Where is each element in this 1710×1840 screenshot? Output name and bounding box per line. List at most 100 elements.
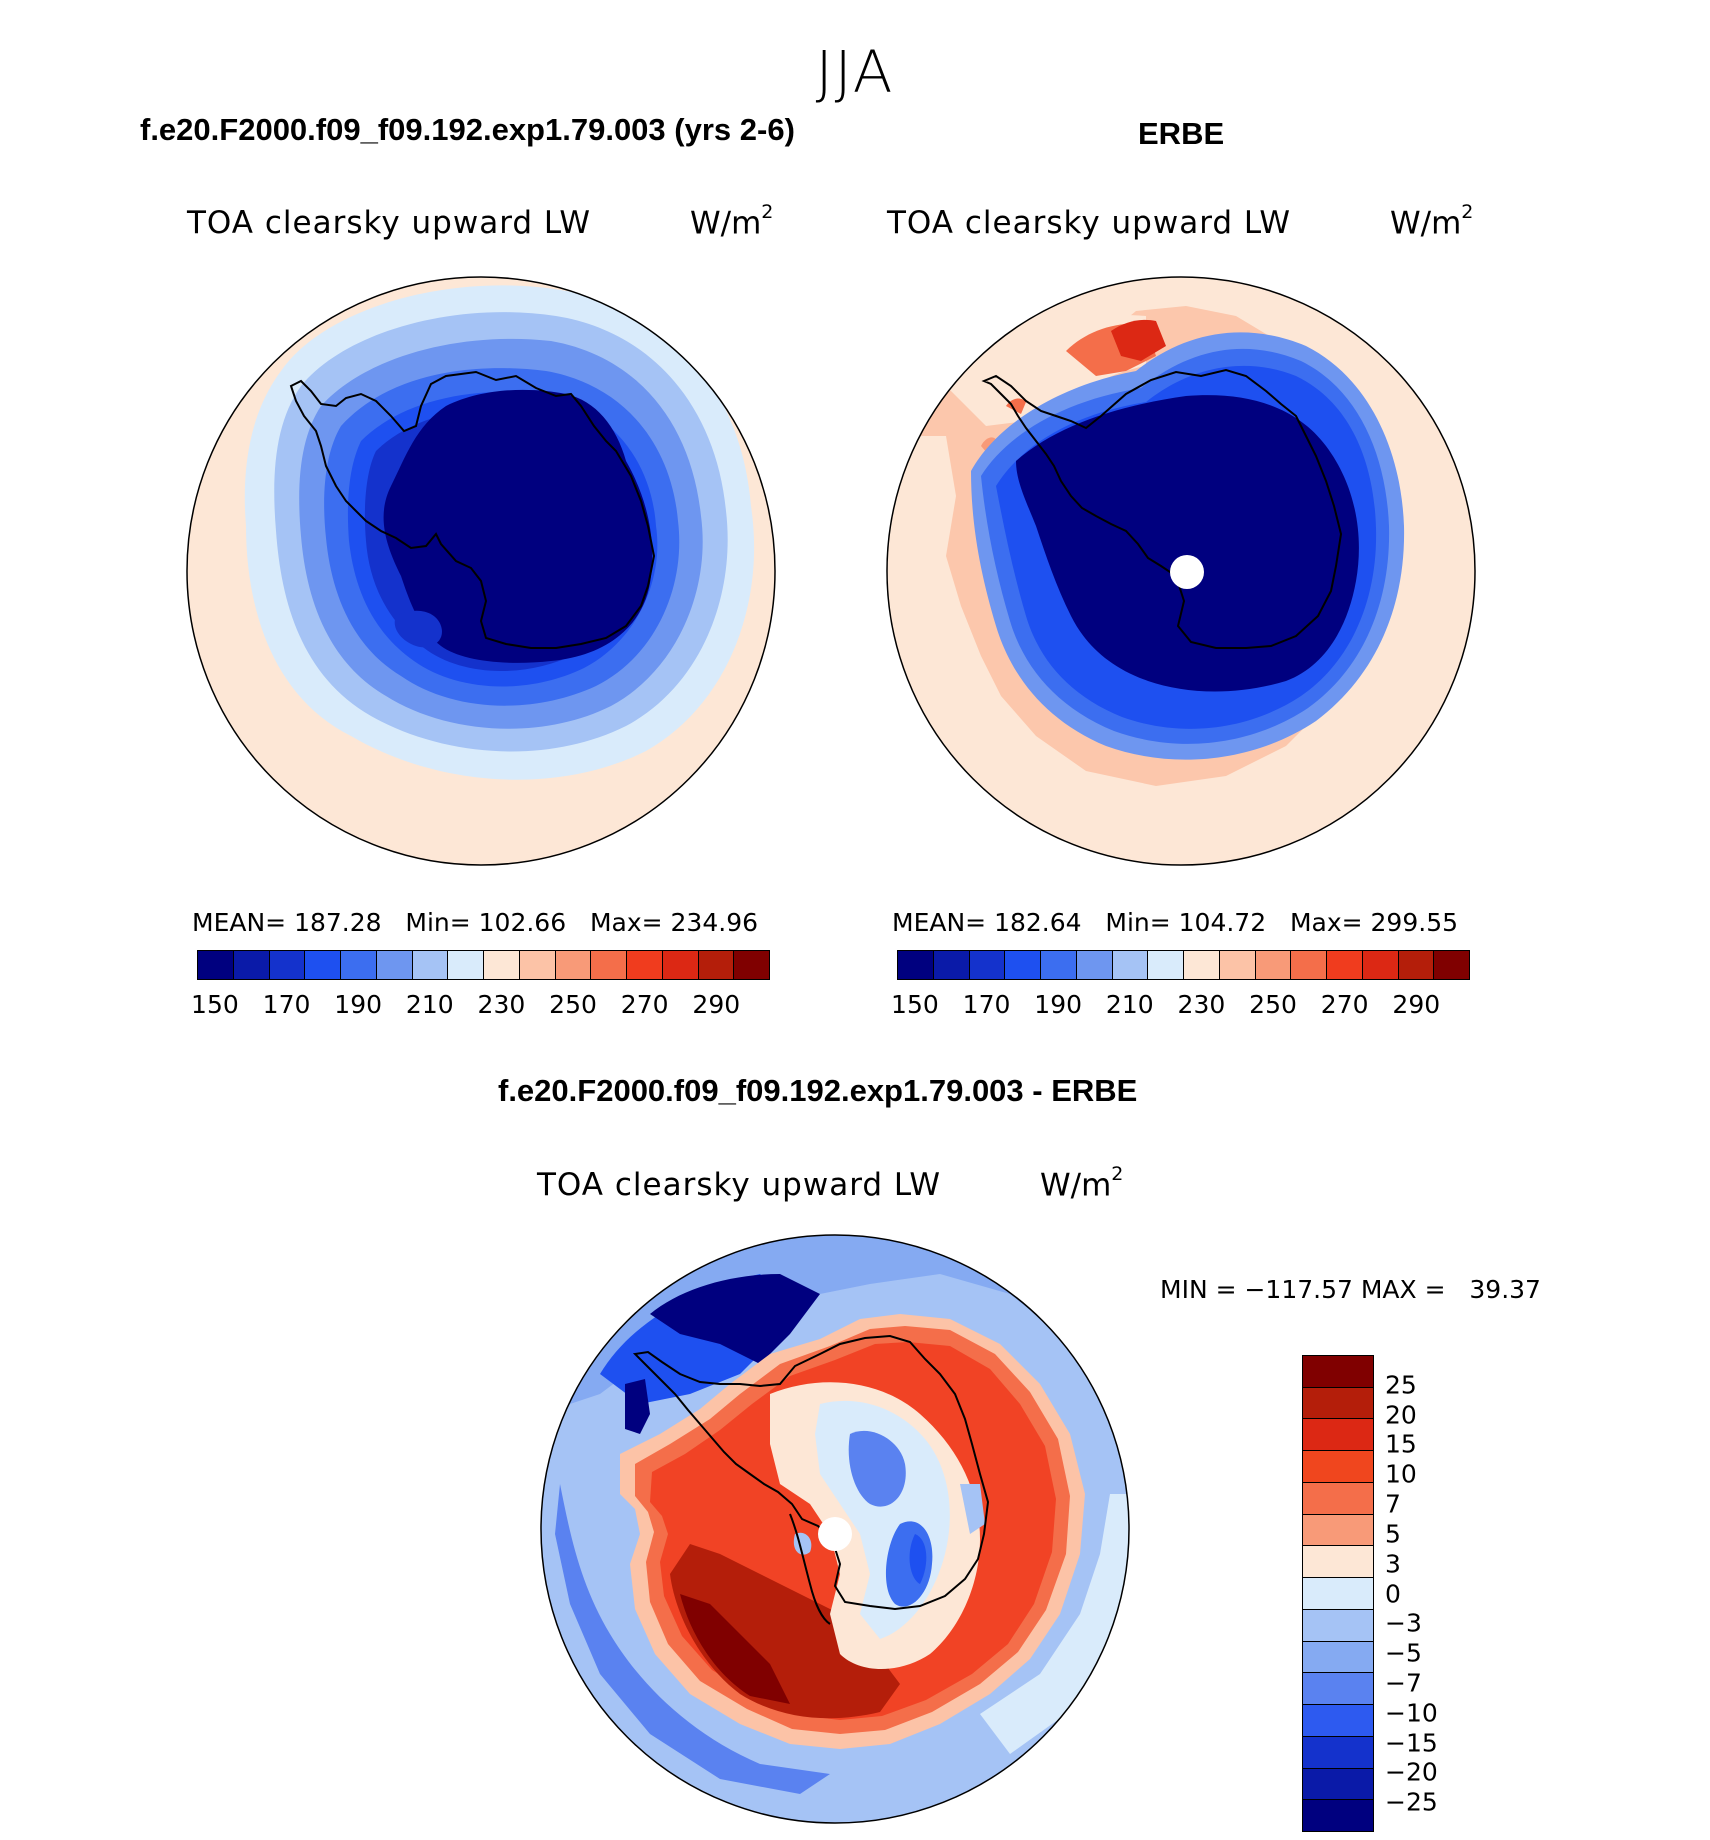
diff-colorbar-swatch (1303, 1387, 1373, 1420)
obs-colorbar-swatch (1005, 951, 1041, 979)
obs-colorbar (897, 950, 1470, 980)
model-colorbar-swatch (698, 951, 735, 979)
obs-colorbar-tick-label: 150 (891, 990, 939, 1019)
diff-colorbar-swatch (1303, 1546, 1373, 1579)
diff-colorbar-label: 15 (1385, 1429, 1417, 1459)
model-colorbar-swatch (555, 951, 592, 979)
diff-colorbar-swatch (1303, 1673, 1373, 1706)
obs-colorbar-swatch (1434, 951, 1469, 979)
diff-colorbar-swatch (1303, 1578, 1373, 1610)
diff-minmax: MIN = −117.57 MAX = 39.37 (1160, 1275, 1541, 1304)
diff-colorbar-label: −10 (1385, 1698, 1438, 1728)
diff-colorbar-swatch (1303, 1609, 1373, 1642)
model-colorbar-tick-label: 270 (620, 990, 669, 1019)
model-colorbar-tick-label: 250 (549, 990, 597, 1019)
diff-colorbar-swatch (1303, 1419, 1373, 1452)
diff-colorbar-label: −25 (1385, 1787, 1438, 1817)
obs-colorbar-swatch (933, 951, 970, 979)
obs-colorbar-swatch (1076, 951, 1113, 979)
model-colorbar-swatch (591, 951, 627, 979)
obs-colorbar-swatch (1398, 951, 1435, 979)
model-colorbar-swatch (627, 951, 663, 979)
model-colorbar-swatch (448, 951, 484, 979)
obs-colorbar-tick-label: 210 (1105, 990, 1154, 1019)
model-colorbar-tick-label: 170 (262, 990, 311, 1019)
season-title: JJA (815, 38, 895, 106)
obs-colorbar-swatch (1184, 951, 1220, 979)
diff-colorbar-swatch (1303, 1451, 1373, 1483)
diff-colorbar-label: 7 (1385, 1489, 1401, 1519)
diff-polar-map (540, 1234, 1130, 1824)
diff-units: W/m2 (1040, 1163, 1124, 1204)
diff-colorbar-swatch (1303, 1800, 1373, 1832)
diff-colorbar-label: −20 (1385, 1757, 1438, 1787)
model-colorbar-tick-label: 230 (477, 990, 526, 1019)
model-colorbar-swatch (233, 951, 270, 979)
obs-colorbar-tick-label: 190 (1034, 990, 1083, 1019)
model-colorbar-swatch (734, 951, 769, 979)
diff-colorbar (1302, 1355, 1374, 1832)
model-colorbar (197, 950, 770, 980)
diff-variable-title: TOA clearsky upward LW (537, 1167, 942, 1203)
diff-colorbar-swatch (1303, 1514, 1373, 1547)
model-polar-map (186, 276, 776, 866)
obs-colorbar-tick-label: 230 (1177, 990, 1226, 1019)
model-colorbar-swatch (376, 951, 413, 979)
diff-colorbar-swatch (1303, 1356, 1373, 1388)
obs-colorbar-ticks: 150 170 190 210 230 250 270 290 (891, 990, 1470, 1020)
diff-colorbar-swatch (1303, 1482, 1373, 1515)
diff-colorbar-label: 5 (1385, 1519, 1401, 1549)
model-units: W/m2 (690, 201, 774, 242)
obs-colorbar-tick-label: 170 (962, 990, 1011, 1019)
diff-colorbar-swatch (1303, 1736, 1373, 1769)
diff-colorbar-label: 25 (1385, 1370, 1417, 1400)
diff-colorbar-label: −3 (1385, 1608, 1422, 1638)
obs-colorbar-swatch (1327, 951, 1363, 979)
model-colorbar-ticks: 150 170 190 210 230 250 270 290 (191, 990, 770, 1020)
obs-colorbar-swatch (1112, 951, 1149, 979)
obs-colorbar-swatch (1219, 951, 1256, 979)
obs-colorbar-swatch (1362, 951, 1399, 979)
obs-colorbar-tick-label: 270 (1320, 990, 1369, 1019)
model-colorbar-tick-label: 190 (334, 990, 383, 1019)
diff-colorbar-label: 20 (1385, 1400, 1417, 1430)
obs-colorbar-swatch (969, 951, 1006, 979)
model-colorbar-swatch (198, 951, 234, 979)
diff-colorbar-label: 0 (1385, 1579, 1401, 1608)
obs-colorbar-swatch (1291, 951, 1327, 979)
diff-colorbar-labels: 25 20 15 10 7 5 3 0 −3 −5 −7 −10 −15 −20 −25 (1385, 1355, 1465, 1832)
diff-colorbar-label: −7 (1385, 1668, 1422, 1698)
diff-colorbar-swatch (1303, 1641, 1373, 1674)
model-colorbar-tick-label: 290 (692, 990, 741, 1019)
diff-colorbar-label: 3 (1385, 1549, 1401, 1579)
model-colorbar-swatch (662, 951, 699, 979)
obs-colorbar-swatch (898, 951, 934, 979)
diff-colorbar-label: −5 (1385, 1638, 1422, 1668)
model-colorbar-swatch (484, 951, 520, 979)
model-colorbar-tick-label: 150 (191, 990, 239, 1019)
diff-colorbar-swatch (1303, 1768, 1373, 1801)
diff-case-title: f.e20.F2000.f09_f09.192.exp1.79.003 - ER… (498, 1073, 1138, 1108)
model-variable-title: TOA clearsky upward LW (187, 205, 592, 241)
obs-units: W/m2 (1390, 201, 1474, 242)
diff-colorbar-label: −15 (1385, 1728, 1438, 1758)
obs-polar-map (886, 276, 1476, 866)
model-colorbar-swatch (519, 951, 556, 979)
diff-colorbar-label: 10 (1385, 1459, 1417, 1489)
model-colorbar-swatch (269, 951, 306, 979)
obs-colorbar-tick-label: 250 (1249, 990, 1297, 1019)
obs-colorbar-swatch (1255, 951, 1292, 979)
model-colorbar-tick-label: 210 (405, 990, 454, 1019)
obs-variable-title: TOA clearsky upward LW (887, 205, 1292, 241)
model-colorbar-swatch (341, 951, 377, 979)
obs-colorbar-tick-label: 290 (1392, 990, 1441, 1019)
obs-colorbar-swatch (1148, 951, 1184, 979)
model-case-title: f.e20.F2000.f09_f09.192.exp1.79.003 (yrs… (140, 112, 795, 147)
obs-stats: MEAN= 182.64 Min= 104.72 Max= 299.55 (892, 908, 1459, 937)
diff-colorbar-swatch (1303, 1705, 1373, 1737)
model-stats: MEAN= 187.28 Min= 102.66 Max= 234.96 (192, 908, 759, 937)
model-colorbar-swatch (412, 951, 449, 979)
obs-case-title: ERBE (1138, 116, 1225, 151)
model-colorbar-swatch (305, 951, 341, 979)
obs-colorbar-swatch (1041, 951, 1077, 979)
